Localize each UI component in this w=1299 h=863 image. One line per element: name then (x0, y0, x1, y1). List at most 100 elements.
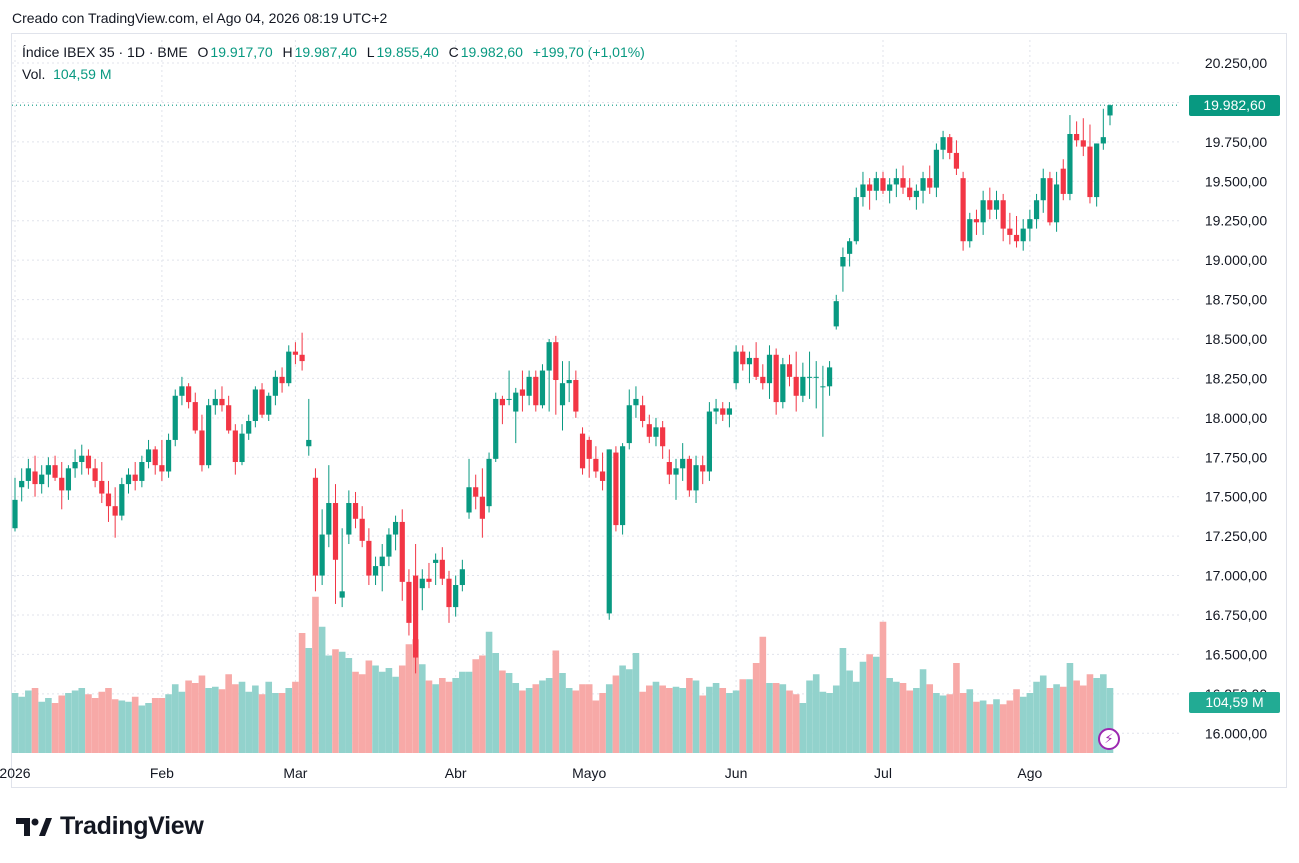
candle-body (119, 484, 125, 516)
candle-body (32, 471, 38, 485)
candle (660, 421, 666, 459)
candle-body (79, 455, 85, 463)
candle-body (826, 367, 833, 387)
candle (1067, 115, 1073, 201)
candle-body (693, 465, 699, 491)
volume-bar (545, 678, 553, 753)
candle-body (593, 458, 599, 472)
y-tick-label: 17.500,00 (1205, 489, 1267, 505)
candle-body (673, 468, 679, 475)
volume-bar (178, 691, 186, 753)
candle (45, 457, 51, 488)
volume-bar (505, 673, 513, 753)
candle (85, 449, 92, 475)
candle (1080, 118, 1086, 157)
volume-bar (412, 639, 419, 753)
volume-bar (78, 688, 86, 753)
candle (967, 212, 973, 248)
volume-bar (592, 700, 600, 753)
candle-body (539, 370, 546, 406)
candle-body (533, 376, 539, 406)
candle (159, 439, 165, 481)
candle (306, 398, 312, 456)
candle (453, 575, 459, 617)
candle (499, 395, 506, 425)
volume-bar (232, 684, 239, 753)
volume-bar (372, 665, 379, 753)
candle-body (980, 200, 986, 223)
candle-body (660, 427, 666, 447)
candle (1053, 171, 1060, 232)
candle (1047, 171, 1053, 226)
volume-bar (459, 671, 466, 753)
candle (112, 487, 118, 538)
candle-body (813, 376, 819, 378)
candle-body (319, 534, 325, 576)
volume-label: Vol. (22, 66, 46, 82)
candle (1040, 168, 1046, 213)
volume-bar (812, 674, 820, 753)
lightning-icon[interactable]: ⚡ (1098, 728, 1120, 750)
tradingview-logo[interactable]: TradingView (16, 812, 204, 841)
candle (947, 133, 953, 160)
candle-body (880, 178, 886, 191)
candle-body (847, 241, 853, 254)
volume-bar (1079, 685, 1087, 753)
volume-bar (686, 678, 693, 753)
volume-bar (712, 683, 720, 753)
candle-body (633, 398, 639, 406)
candle-body (219, 398, 225, 406)
candle (1033, 193, 1040, 229)
volume-bar (619, 665, 626, 753)
candle-body (399, 521, 405, 582)
candle (553, 335, 559, 415)
y-tick-label: 18.250,00 (1205, 370, 1267, 386)
candle (987, 187, 993, 220)
candle-body (780, 364, 786, 403)
volume-bar (639, 691, 646, 753)
candle (312, 468, 319, 592)
candle (893, 168, 899, 198)
volume-bar (645, 685, 653, 753)
candle-body (59, 477, 65, 491)
candle-body (45, 465, 51, 475)
volume-bar (659, 685, 666, 753)
candle (539, 364, 546, 409)
candle-body (700, 465, 706, 472)
volume-bar (772, 683, 780, 753)
candle-body (65, 468, 72, 491)
volume-bar (45, 698, 52, 753)
candle (673, 458, 679, 500)
candle (366, 528, 372, 586)
candle (105, 480, 112, 522)
candle (686, 455, 692, 497)
volume-bar (452, 678, 459, 753)
candle (1060, 159, 1066, 201)
candle-body (740, 351, 746, 365)
volume-value: 104,59 M (53, 66, 112, 82)
volume-bar (732, 690, 740, 753)
candle-body (746, 357, 753, 365)
candle (473, 474, 479, 510)
volume-bar (605, 684, 613, 753)
volume-bar (338, 651, 346, 753)
volume-bar (799, 703, 807, 753)
candle (586, 436, 592, 478)
candle-body (112, 506, 118, 516)
candle-body (1087, 146, 1093, 198)
candle (900, 165, 906, 194)
candle (212, 389, 218, 415)
x-tick-label: Mayo (572, 765, 606, 781)
candle (593, 446, 599, 478)
candle-body (25, 468, 31, 481)
y-tick-label: 18.500,00 (1205, 331, 1267, 347)
volume-bar (125, 701, 132, 753)
volume-bar (839, 648, 847, 753)
created-caption: Creado con TradingView.com, el Ago 04, 2… (12, 10, 388, 26)
candle-body (613, 452, 619, 526)
volume-bar (25, 690, 32, 753)
last-volume-label: 104,59 M (1189, 692, 1280, 713)
candle-body (820, 386, 826, 388)
candle (619, 443, 626, 535)
